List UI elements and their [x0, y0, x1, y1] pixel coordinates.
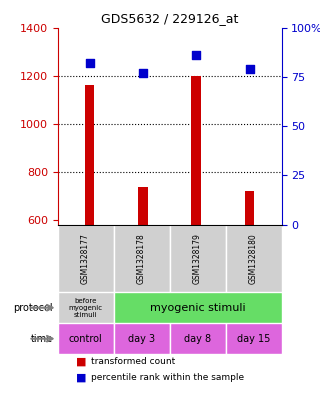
Text: day 15: day 15 [237, 334, 270, 343]
Bar [58, 225, 114, 292]
Point [194, 52, 199, 58]
Bar [114, 225, 170, 292]
Text: ■: ■ [76, 373, 86, 382]
Text: GSM1328180: GSM1328180 [249, 233, 258, 284]
Text: time: time [31, 334, 53, 343]
Point [247, 66, 252, 72]
Bar [58, 292, 114, 323]
Text: GSM1328177: GSM1328177 [81, 233, 90, 284]
Bar [191, 75, 201, 225]
Bar [226, 323, 282, 354]
Text: before
myogenic
stimuli: before myogenic stimuli [68, 298, 103, 318]
Bar [245, 191, 254, 225]
Bar [58, 323, 114, 354]
Bar [138, 187, 148, 225]
Text: percentile rank within the sample: percentile rank within the sample [91, 373, 244, 382]
Text: myogenic stimuli: myogenic stimuli [150, 303, 245, 313]
Text: GSM1328179: GSM1328179 [193, 233, 202, 284]
Bar [114, 323, 170, 354]
Text: day 3: day 3 [128, 334, 155, 343]
Bar [170, 323, 226, 354]
Text: ■: ■ [76, 357, 86, 367]
Bar [114, 292, 282, 323]
Point [87, 60, 92, 66]
Text: GSM1328178: GSM1328178 [137, 233, 146, 284]
Text: day 8: day 8 [184, 334, 211, 343]
Text: control: control [69, 334, 102, 343]
Point [140, 70, 146, 76]
Bar [85, 85, 94, 225]
Text: transformed count: transformed count [91, 357, 175, 366]
Bar [226, 225, 282, 292]
Bar [170, 225, 226, 292]
Title: GDS5632 / 229126_at: GDS5632 / 229126_at [101, 12, 238, 25]
Text: protocol: protocol [13, 303, 53, 313]
